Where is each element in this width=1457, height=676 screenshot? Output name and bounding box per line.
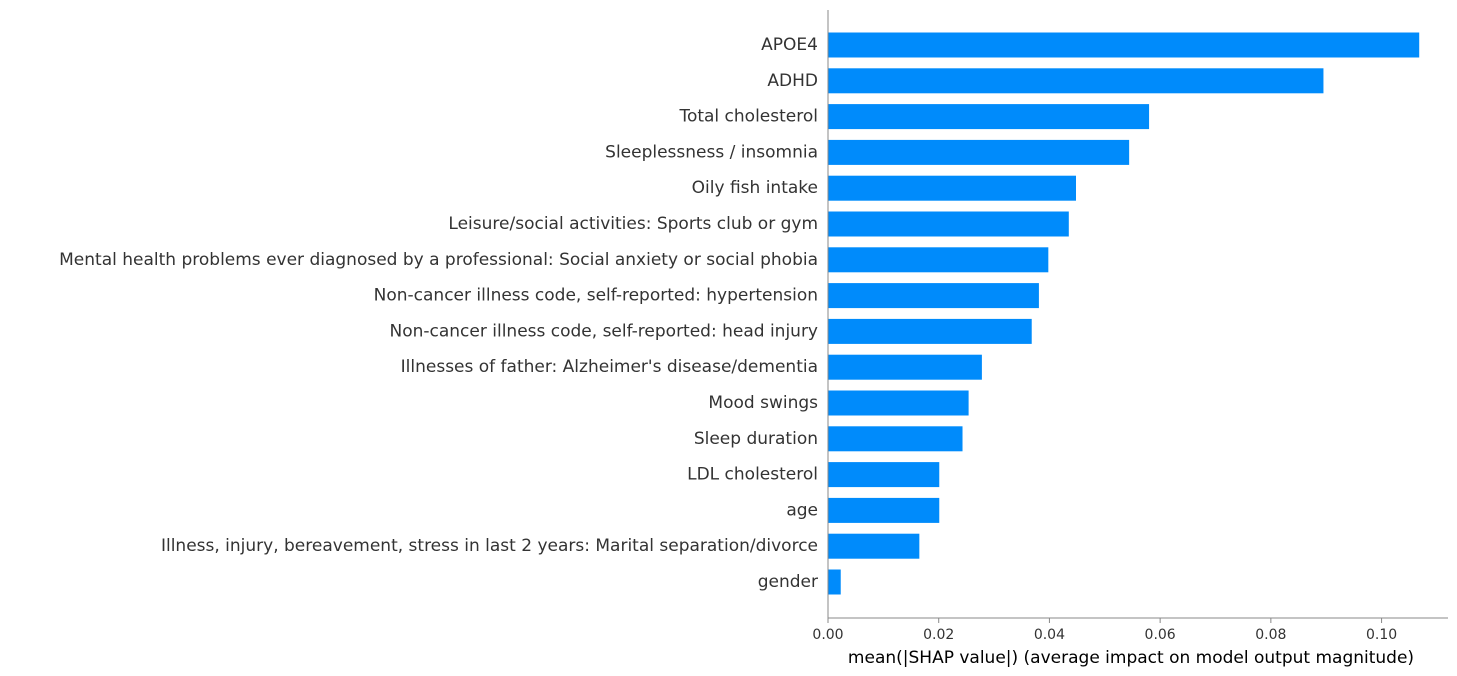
- bar-12: [828, 462, 940, 488]
- bar-1: [828, 68, 1324, 94]
- category-label: Sleeplessness / insomnia: [605, 142, 818, 162]
- bar-4: [828, 175, 1076, 201]
- bar-11: [828, 426, 963, 452]
- category-label: Mental health problems ever diagnosed by…: [59, 250, 818, 270]
- bar-15: [828, 569, 841, 595]
- x-axis-title: mean(|SHAP value|) (average impact on mo…: [848, 648, 1414, 668]
- bar-2: [828, 104, 1150, 130]
- category-label: age: [786, 500, 818, 520]
- bar-3: [828, 139, 1130, 165]
- x-tick-label: 0.06: [1145, 627, 1176, 643]
- category-label: Mood swings: [708, 393, 818, 413]
- category-label: Non-cancer illness code, self-reported: …: [374, 286, 818, 306]
- x-tick-label: 0.02: [923, 627, 954, 643]
- category-label: Oily fish intake: [692, 178, 818, 198]
- bar-6: [828, 247, 1049, 273]
- category-label: ADHD: [767, 71, 818, 91]
- bar-7: [828, 283, 1039, 309]
- x-tick-label: 0.00: [812, 627, 843, 643]
- x-tick-label: 0.10: [1366, 627, 1397, 643]
- category-label: gender: [758, 572, 818, 592]
- category-label: Sleep duration: [694, 429, 818, 449]
- bar-13: [828, 497, 940, 523]
- bar-9: [828, 354, 982, 380]
- x-tick-label: 0.04: [1034, 627, 1065, 643]
- category-label: Leisure/social activities: Sports club o…: [448, 214, 818, 234]
- x-ticks-group: 0.00 0.02 0.04 0.06 0.08 0.10: [812, 618, 1397, 643]
- bar-5: [828, 211, 1069, 237]
- category-labels-group: APOE4 ADHD Total cholesterol Sleeplessness …: [59, 35, 818, 592]
- bars-group: [828, 32, 1420, 595]
- category-label: Illness, injury, bereavement, stress in …: [161, 536, 818, 556]
- category-label: Illnesses of father: Alzheimer's disease…: [401, 357, 818, 377]
- category-label: LDL cholesterol: [687, 465, 818, 485]
- bar-10: [828, 390, 969, 416]
- bar-8: [828, 318, 1032, 344]
- bar-14: [828, 533, 920, 559]
- bar-0: [828, 32, 1420, 58]
- category-label: APOE4: [761, 35, 818, 55]
- category-label: Total cholesterol: [678, 107, 818, 127]
- x-tick-label: 0.08: [1255, 627, 1286, 643]
- category-label: Non-cancer illness code, self-reported: …: [389, 321, 818, 341]
